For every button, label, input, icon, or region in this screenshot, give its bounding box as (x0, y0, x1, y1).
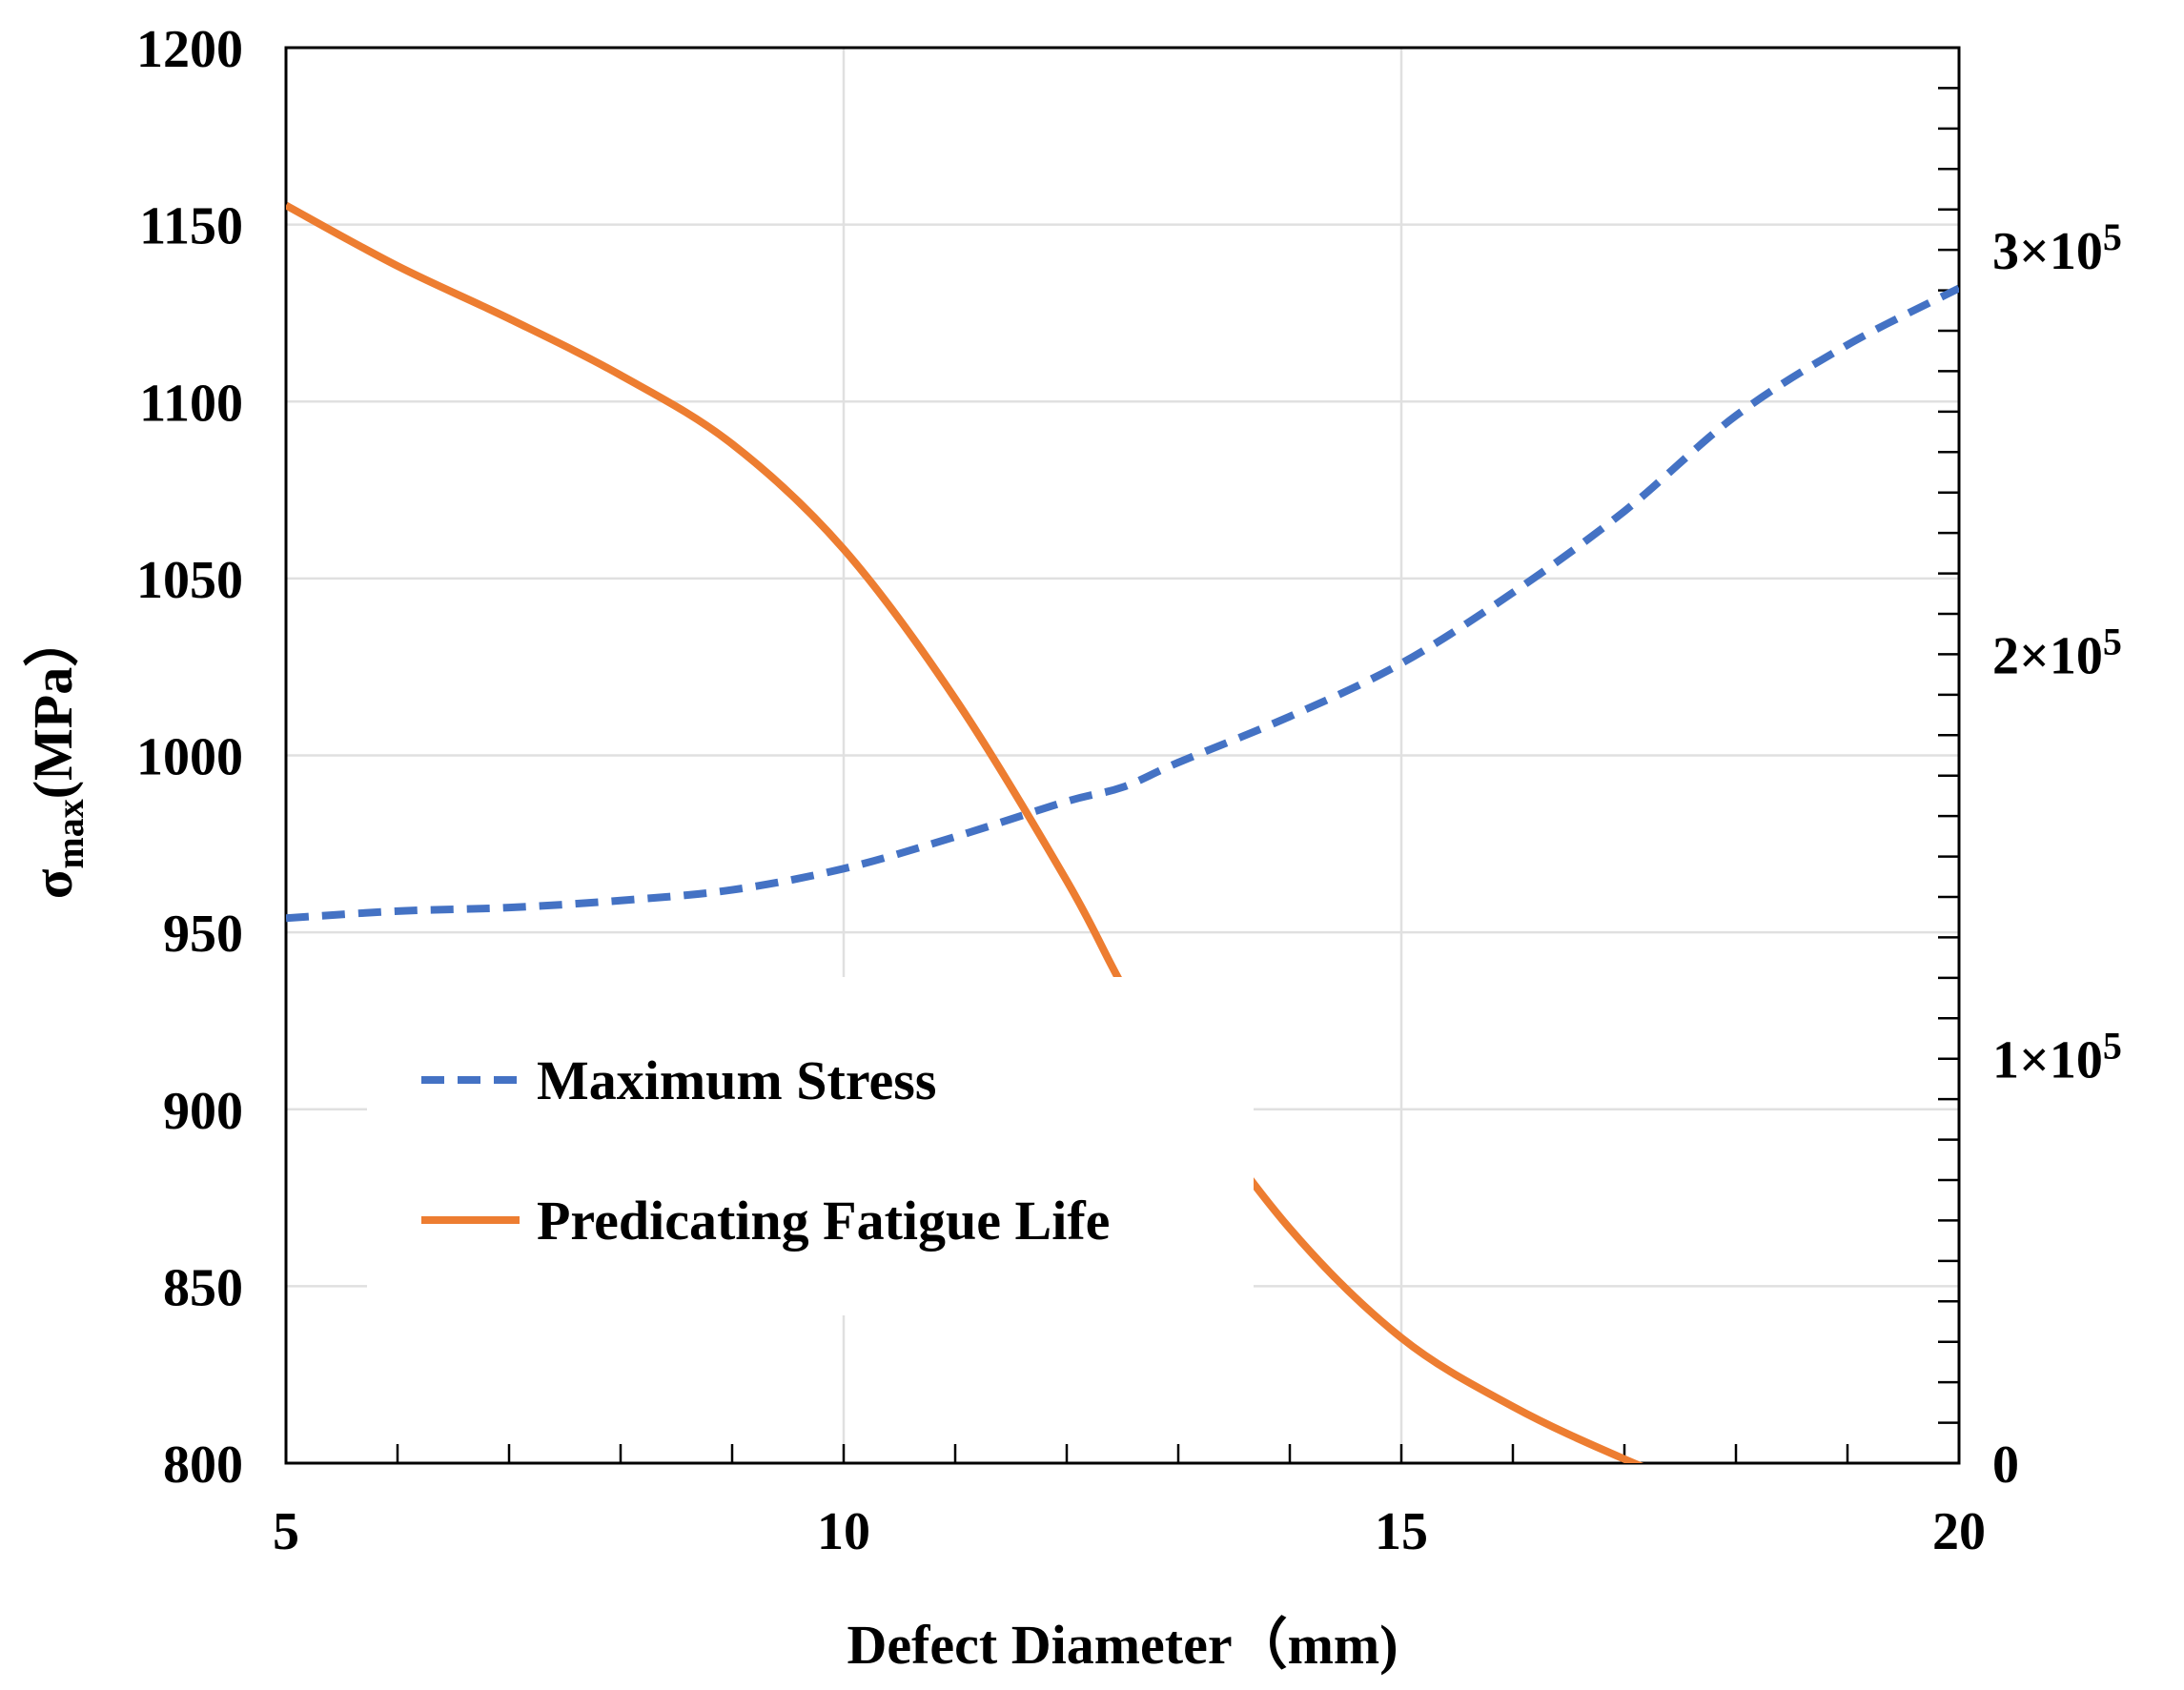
legend: Maximum Stress Predicating Fatigue Life (367, 977, 1254, 1315)
tick-labels: 5 10 15 20 800 850 900 950 1000 1050 1100 1150 1200 0… (136, 20, 2122, 1561)
y-right-tick-label: 3×105 (1992, 215, 2122, 281)
y-axis-title-symbol: σ (22, 868, 84, 899)
y-axis-title: σmax(MPa） (22, 612, 92, 899)
y-left-tick-label: 1000 (136, 728, 243, 787)
y-axis-title-subscript: max (49, 799, 92, 868)
y-left-tick-label: 850 (163, 1258, 243, 1317)
y-left-tick-label: 800 (163, 1435, 243, 1495)
x-axis-title: Defect Diameter（mm) (847, 1614, 1398, 1676)
x-tick-label: 20 (1932, 1502, 1986, 1561)
legend-label-fatigue-life: Predicating Fatigue Life (537, 1190, 1110, 1252)
x-tick-label: 15 (1375, 1502, 1428, 1561)
y-left-tick-label: 1100 (139, 374, 243, 433)
y-right-tick-exponent: 5 (2103, 620, 2122, 662)
y-left-tick-label: 1150 (139, 197, 243, 256)
y-left-tick-label: 950 (163, 905, 243, 964)
legend-background (367, 977, 1254, 1315)
x-tick-label: 5 (273, 1502, 299, 1561)
series-line-fatigue-life (286, 201, 1644, 1463)
series-line-maximum-stress (286, 284, 1959, 923)
y-left-tick-label: 900 (163, 1082, 243, 1141)
y-axis-title-unit: (MPa） (22, 612, 84, 800)
y-right-tick-label: 1×105 (1992, 1025, 2122, 1090)
x-tick-label: 10 (817, 1502, 870, 1561)
tick-marks (396, 87, 1959, 1463)
y-left-tick-label: 1200 (136, 20, 243, 79)
series-lines (286, 201, 1959, 1463)
y-right-tick-label: 2×105 (1992, 620, 2122, 685)
plot-frame (284, 46, 1961, 1465)
y-right-tick-label: 0 (1992, 1435, 2019, 1495)
y-right-tick-exponent: 5 (2103, 215, 2122, 258)
y-right-tick-exponent: 5 (2103, 1025, 2122, 1068)
legend-label-maximum-stress: Maximum Stress (537, 1049, 936, 1111)
y-left-tick-label: 1050 (136, 551, 243, 610)
